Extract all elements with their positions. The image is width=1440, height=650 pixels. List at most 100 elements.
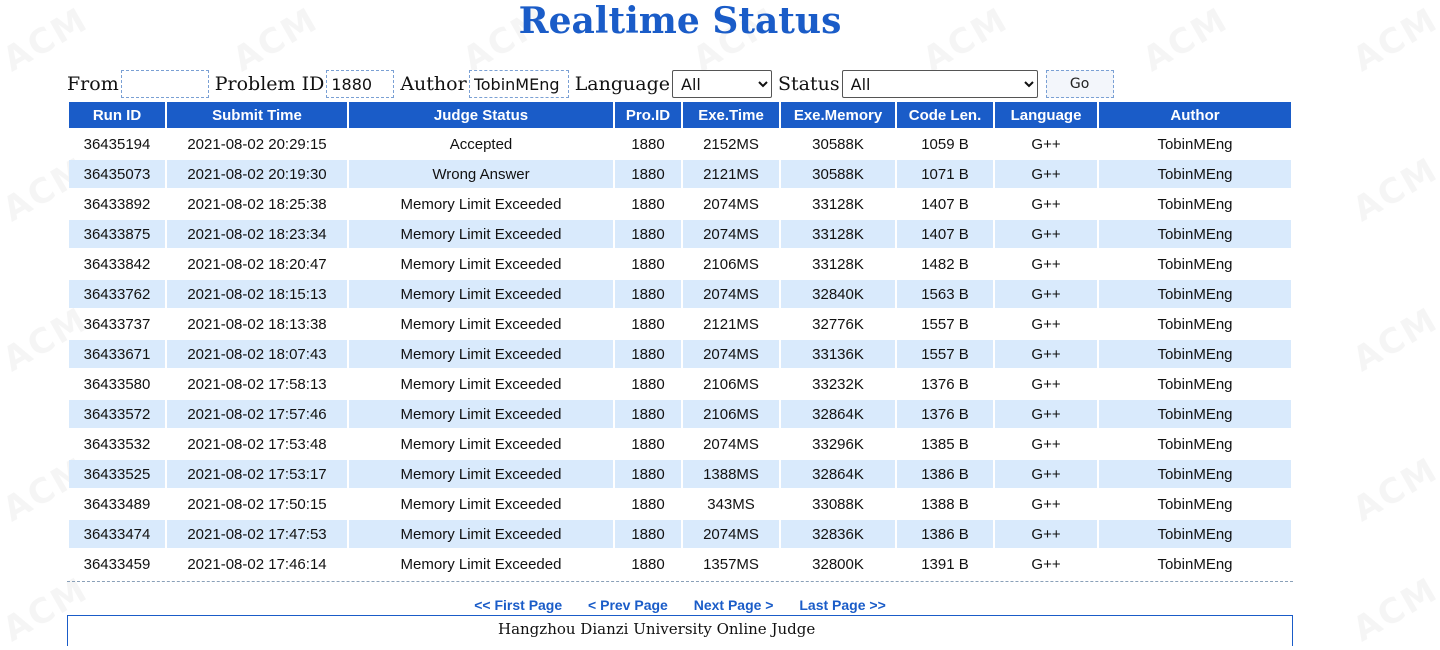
judge-status-cell: Memory Limit Exceeded: [400, 375, 562, 393]
next-page-link[interactable]: Next Page >: [693, 597, 774, 613]
judge-status-cell: Memory Limit Exceeded: [349, 280, 613, 308]
code-length-link[interactable]: 1385 B: [921, 435, 969, 453]
language-select[interactable]: All: [672, 70, 773, 98]
problem-id-link[interactable]: 1880: [631, 435, 665, 453]
exe-time-cell: 2121MS: [683, 160, 779, 188]
status-label: Status: [778, 73, 840, 95]
code-length-link[interactable]: 1059 B: [921, 135, 969, 153]
exe-memory-cell: 33128K: [812, 195, 864, 213]
watermark-text: ACM: [1346, 0, 1440, 80]
author-link[interactable]: TobinMEng: [1157, 435, 1233, 453]
exe-time-cell: 2074MS: [703, 435, 759, 453]
problem-id-link[interactable]: 1880: [615, 160, 681, 188]
header-code-length: Code Len.: [897, 102, 993, 128]
language-cell: G++: [995, 460, 1097, 488]
problem-id-link[interactable]: 1880: [615, 520, 681, 548]
code-length-link[interactable]: 1071 B: [897, 160, 993, 188]
judge-status-cell: Wrong Answer: [349, 160, 613, 188]
from-input[interactable]: [120, 70, 209, 98]
code-length-link[interactable]: 1391 B: [921, 555, 969, 573]
exe-memory-cell: 30588K: [781, 160, 895, 188]
header-language: Language: [995, 102, 1097, 128]
language-cell: G++: [995, 280, 1097, 308]
run-id-cell: 36433875: [69, 220, 165, 248]
submit-time-cell: 2021-08-02 17:58:13: [187, 375, 327, 393]
code-length-link[interactable]: 1407 B: [921, 195, 969, 213]
problem-id-link[interactable]: 1880: [615, 460, 681, 488]
table-row: 36433892 2021-08-02 18:25:38 Memory Limit …: [69, 190, 1291, 218]
header-submit-time: Submit Time: [167, 102, 347, 128]
author-link[interactable]: TobinMEng: [1157, 495, 1233, 513]
code-length-link[interactable]: 1557 B: [921, 315, 969, 333]
judge-status-cell: Memory Limit Exceeded: [400, 195, 562, 213]
judge-status-cell: Accepted: [449, 135, 513, 153]
author-link[interactable]: TobinMEng: [1099, 160, 1291, 188]
status-filter-form: From Problem ID Author Language All Stat…: [67, 69, 1114, 99]
prev-page-link[interactable]: < Prev Page: [588, 597, 668, 613]
author-link[interactable]: TobinMEng: [1099, 220, 1291, 248]
exe-time-cell: 2152MS: [703, 135, 759, 153]
author-link[interactable]: TobinMEng: [1099, 400, 1291, 428]
author-link[interactable]: TobinMEng: [1099, 280, 1291, 308]
submit-time-cell: 2021-08-02 17:50:15: [187, 495, 327, 513]
language-cell: G++: [995, 340, 1097, 368]
submit-time-cell: 2021-08-02 18:23:34: [167, 220, 347, 248]
last-page-link[interactable]: Last Page >>: [799, 597, 886, 613]
author-link[interactable]: TobinMEng: [1157, 375, 1233, 393]
status-select[interactable]: All: [841, 70, 1038, 98]
judge-status-cell: Memory Limit Exceeded: [400, 315, 562, 333]
go-button[interactable]: Go: [1045, 70, 1114, 98]
run-id-cell: 36433671: [69, 340, 165, 368]
author-link[interactable]: TobinMEng: [1099, 340, 1291, 368]
code-length-link[interactable]: 1386 B: [897, 460, 993, 488]
language-cell: G++: [995, 160, 1097, 188]
code-length-link[interactable]: 1376 B: [897, 400, 993, 428]
table-row: 36433525 2021-08-02 17:53:17 Memory Limit …: [69, 460, 1291, 488]
problem-id-link[interactable]: 1880: [631, 195, 665, 213]
author-link[interactable]: TobinMEng: [1157, 195, 1233, 213]
code-length-link[interactable]: 1386 B: [897, 520, 993, 548]
problem-id-link[interactable]: 1880: [615, 400, 681, 428]
author-link[interactable]: TobinMEng: [1157, 135, 1233, 153]
exe-time-cell: 2106MS: [703, 375, 759, 393]
problem-id-link[interactable]: 1880: [615, 220, 681, 248]
code-length-link[interactable]: 1407 B: [897, 220, 993, 248]
table-row: 36433474 2021-08-02 17:47:53 Memory Limit …: [69, 520, 1291, 548]
code-length-link[interactable]: 1557 B: [897, 340, 993, 368]
exe-memory-cell: 32776K: [812, 315, 864, 333]
watermark-text: ACM: [1346, 570, 1440, 650]
author-link[interactable]: TobinMEng: [1157, 315, 1233, 333]
run-id-cell: 36435194: [83, 135, 151, 153]
author-link[interactable]: TobinMEng: [1099, 460, 1291, 488]
code-length-link[interactable]: 1563 B: [897, 280, 993, 308]
author-link[interactable]: TobinMEng: [1099, 520, 1291, 548]
problem-id-link[interactable]: 1880: [631, 555, 665, 573]
problem-id-link[interactable]: 1880: [631, 135, 665, 153]
code-length-link[interactable]: 1388 B: [921, 495, 969, 513]
author-link[interactable]: TobinMEng: [1157, 255, 1233, 273]
submit-time-cell: 2021-08-02 17:57:46: [167, 400, 347, 428]
code-length-link[interactable]: 1482 B: [921, 255, 969, 273]
table-row: 36435073 2021-08-02 20:19:30 Wrong Answer 1…: [69, 160, 1291, 188]
submit-time-cell: 2021-08-02 18:25:38: [187, 195, 327, 213]
problem-id-link[interactable]: 1880: [631, 255, 665, 273]
exe-memory-cell: 32800K: [812, 555, 864, 573]
author-link[interactable]: TobinMEng: [1157, 555, 1233, 573]
table-row: 36433671 2021-08-02 18:07:43 Memory Limit …: [69, 340, 1291, 368]
run-id-cell: 36433580: [83, 375, 151, 393]
footer-text: Hangzhou Dianzi University Online Judge: [498, 620, 816, 638]
problem-id-link[interactable]: 1880: [631, 315, 665, 333]
exe-time-cell: 2121MS: [703, 315, 759, 333]
submit-time-cell: 2021-08-02 18:20:47: [187, 255, 327, 273]
problem-id-input[interactable]: [326, 70, 395, 98]
first-page-link[interactable]: << First Page: [474, 597, 563, 613]
problem-id-link[interactable]: 1880: [631, 495, 665, 513]
problem-id-link[interactable]: 1880: [631, 375, 665, 393]
problem-id-link[interactable]: 1880: [615, 340, 681, 368]
problem-id-link[interactable]: 1880: [615, 280, 681, 308]
code-length-link[interactable]: 1376 B: [921, 375, 969, 393]
header-problem-id: Pro.ID: [615, 102, 681, 128]
judge-status-cell: Memory Limit Exceeded: [349, 520, 613, 548]
submit-time-cell: 2021-08-02 20:29:15: [187, 135, 327, 153]
author-input[interactable]: [468, 70, 569, 98]
